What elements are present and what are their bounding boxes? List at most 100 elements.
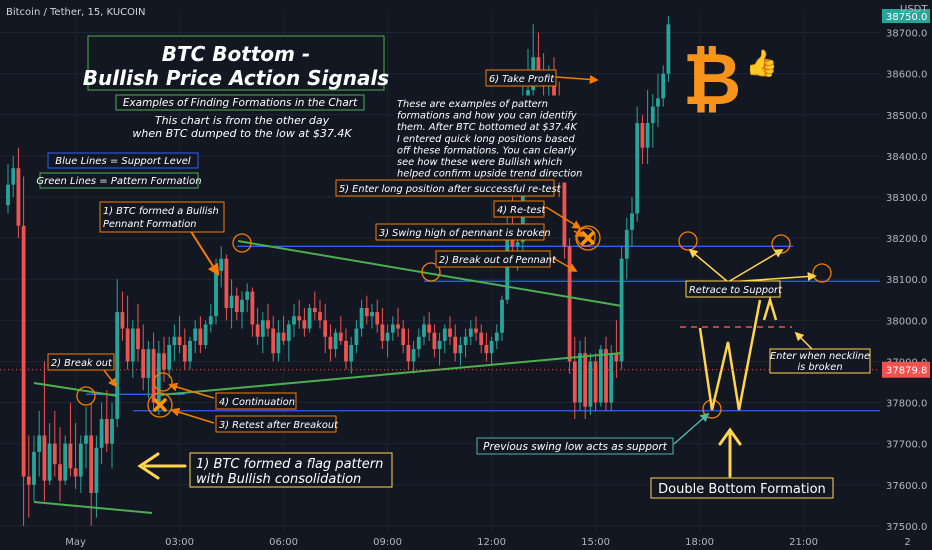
annotation-pennant-text: Pennant Formation — [103, 219, 197, 230]
explanation-line: see how these were Bullish which — [397, 157, 562, 168]
candle-body — [661, 73, 666, 99]
candle-body — [307, 308, 312, 329]
arrow — [552, 257, 578, 272]
candle-body — [11, 168, 16, 185]
candle-body — [84, 435, 88, 444]
y-tick-label: 38400.0 — [886, 152, 927, 163]
candle-body — [344, 340, 348, 362]
highlight-circle — [147, 392, 173, 418]
candle-body — [567, 246, 572, 362]
annotation-take-profit-text: 6) Take Profit — [489, 74, 555, 85]
y-tick-label: 38100.0 — [886, 275, 927, 286]
candle-body — [500, 299, 504, 333]
explanation-line: off these formations. You can clearly — [397, 145, 576, 156]
arrow — [555, 74, 599, 84]
arrow — [688, 248, 729, 283]
candle-body — [26, 476, 31, 485]
candle-body — [380, 324, 385, 341]
candle-body — [635, 123, 640, 214]
y-tick-label: 38000.0 — [886, 316, 927, 327]
candle-body — [442, 328, 447, 341]
y-tick-label: 37600.0 — [886, 481, 927, 492]
pennant-upper-line — [237, 240, 623, 307]
candle-body — [42, 435, 47, 481]
candle-body — [416, 336, 421, 350]
candle-body — [349, 345, 354, 362]
currency-label: USDT — [900, 4, 928, 15]
candle-body — [255, 324, 260, 337]
thumbs-up-icon: 👍 — [746, 48, 778, 79]
arrow — [189, 229, 220, 277]
candle-body — [214, 271, 218, 317]
candle-body — [99, 419, 104, 448]
candle-body — [172, 336, 177, 345]
y-tick-label: 38600.0 — [886, 70, 927, 81]
candle-body — [406, 345, 411, 362]
candle-body — [624, 229, 629, 259]
candle-body — [333, 332, 338, 350]
highlight-circle — [702, 399, 722, 419]
candle-body — [245, 291, 250, 300]
candle-body — [453, 336, 458, 354]
candle-body — [437, 340, 442, 350]
candle-body — [198, 328, 203, 345]
legend-blue-box — [47, 152, 199, 169]
candles — [6, 16, 671, 526]
arrow — [170, 407, 215, 424]
candle-body — [104, 419, 109, 444]
legend-green-box — [39, 172, 199, 189]
candle-body — [292, 316, 296, 325]
annotation-neckline-box — [769, 348, 871, 374]
candle-body — [234, 295, 239, 313]
explanation-box — [393, 95, 577, 183]
top-price-tag — [882, 9, 930, 23]
annotation-swing-high-box — [375, 223, 545, 241]
annotation-entry-box — [335, 179, 555, 197]
candle-body — [240, 299, 244, 313]
candle-body — [89, 435, 94, 493]
candle-body — [364, 308, 369, 317]
candle-body — [130, 328, 135, 362]
candle-body — [156, 353, 161, 403]
candle-body — [604, 349, 608, 403]
annotation-retest-text: 4) Re-test — [497, 205, 547, 216]
x-tick-label: 18:00 — [685, 537, 714, 548]
candle-body — [177, 336, 182, 345]
flag-lower-line — [33, 501, 153, 514]
legend-blue: Blue Lines = Support Level — [55, 156, 191, 167]
subtitle-box — [115, 94, 365, 111]
annotation-pennant-breakout-text: 2) Break out of Pennant — [439, 255, 557, 266]
candle-body — [578, 353, 582, 403]
candle-body — [281, 332, 286, 341]
axis-bg — [880, 0, 932, 550]
arrow — [545, 206, 582, 229]
y-tick-label: 38200.0 — [886, 234, 927, 245]
candle-body — [276, 332, 281, 354]
candle-body — [385, 332, 390, 341]
annotation-continuation-text: 4) Continuation — [219, 397, 295, 408]
annotation-double-bottom-text: Double Bottom Formation — [658, 482, 826, 497]
candle-body — [229, 295, 234, 308]
candle-body — [110, 419, 114, 444]
pennant-lower-line — [159, 352, 623, 396]
candle-body — [151, 349, 156, 403]
candle-body — [494, 332, 499, 341]
x-tick-label: 15:00 — [581, 537, 610, 548]
candle-body — [656, 98, 660, 107]
candle-body — [650, 106, 655, 123]
legend-green: Green Lines = Pattern Formation — [36, 176, 201, 187]
explanation-line: I entered quick long positions based — [397, 134, 575, 145]
candle-body — [271, 328, 276, 354]
candle-body — [375, 312, 380, 325]
candle-body — [115, 312, 120, 419]
arrow — [573, 228, 585, 237]
candle-body — [52, 443, 57, 465]
candle-body — [598, 349, 603, 403]
highlight-circle — [421, 262, 441, 282]
candle-body — [125, 328, 130, 362]
candle-body — [515, 242, 520, 247]
candle-body — [21, 225, 26, 477]
